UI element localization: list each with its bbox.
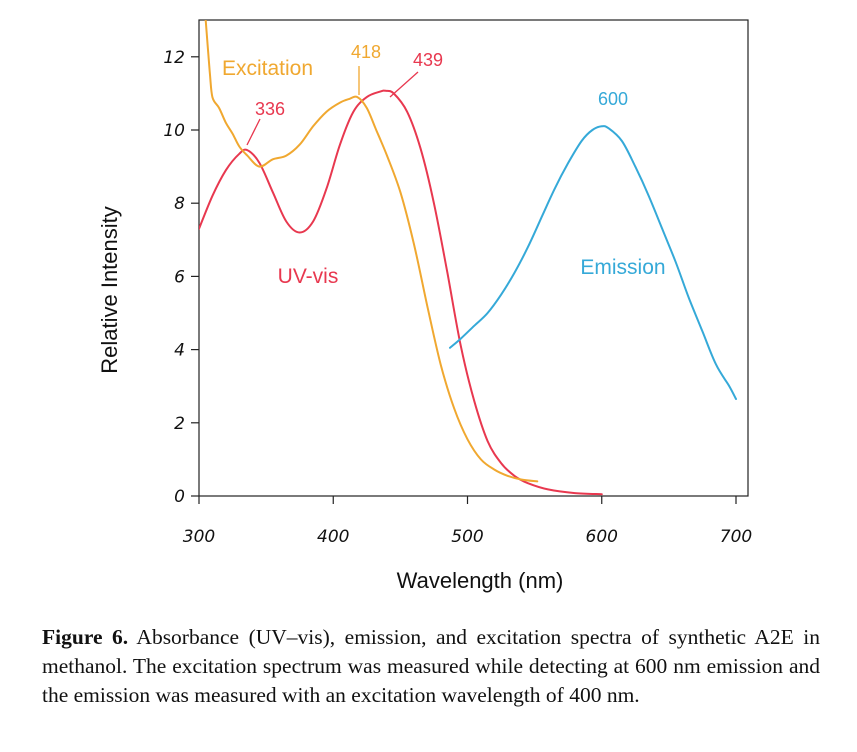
series-label-emission: Emission (580, 256, 665, 279)
y-tick-label: 6 (174, 267, 185, 287)
series-line-excitation (204, 20, 539, 483)
peak-label-600: 600 (598, 89, 628, 109)
series-line-emission (449, 125, 737, 400)
spectra-chart: 300 400 500 600 700 0 2 4 6 8 10 12 Excitation UV-vi… (97, 19, 752, 593)
series-layer (199, 20, 737, 496)
series-label-uv-vis: UV-vis (278, 265, 339, 288)
series-line-uv-vis (199, 89, 603, 496)
y-tick-label: 4 (174, 341, 185, 361)
x-tick-label: 700 (720, 527, 752, 547)
peak-label-418: 418 (351, 42, 381, 62)
figure-caption: Figure 6. Absorbance (UV–vis), emission,… (42, 623, 820, 710)
x-tick-label: 400 (317, 527, 349, 547)
y-tick-label: 0 (174, 487, 185, 507)
x-tick-label: 300 (183, 527, 215, 547)
x-tick-label: 600 (586, 527, 618, 547)
peak-leader-line (389, 71, 419, 98)
y-tick-label: 12 (163, 48, 185, 68)
y-axis-title: Relative Intensity (97, 206, 122, 374)
y-tick-label: 10 (163, 121, 185, 141)
annotation-layer: Excitation UV-vis Emission 336 418 439 600 (222, 42, 666, 288)
caption-label: Figure 6. (42, 625, 129, 649)
axes: 300 400 500 600 700 0 2 4 6 8 10 12 (163, 48, 752, 547)
y-tick-label: 2 (174, 414, 185, 434)
x-tick-label: 500 (451, 527, 483, 547)
peak-label-439: 439 (413, 50, 443, 70)
plot-frame (198, 19, 749, 497)
peak-leader-line (246, 118, 261, 146)
x-axis-title: Wavelength (nm) (397, 568, 564, 593)
caption-text: Absorbance (UV–vis), emission, and excit… (42, 625, 821, 707)
series-label-excitation: Excitation (222, 57, 313, 80)
y-tick-label: 8 (174, 194, 185, 214)
peak-label-336: 336 (255, 99, 285, 119)
